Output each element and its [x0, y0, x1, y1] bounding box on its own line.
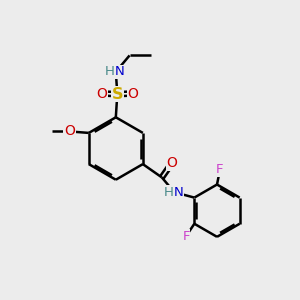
Text: H: H: [164, 186, 174, 199]
Text: S: S: [112, 87, 123, 102]
Text: F: F: [216, 163, 224, 176]
Text: O: O: [167, 156, 178, 170]
Text: H: H: [104, 65, 114, 78]
Text: O: O: [96, 86, 107, 100]
Text: F: F: [182, 230, 190, 243]
Text: N: N: [115, 65, 124, 78]
Text: O: O: [127, 86, 138, 100]
Text: O: O: [64, 124, 75, 138]
Text: N: N: [174, 186, 184, 199]
